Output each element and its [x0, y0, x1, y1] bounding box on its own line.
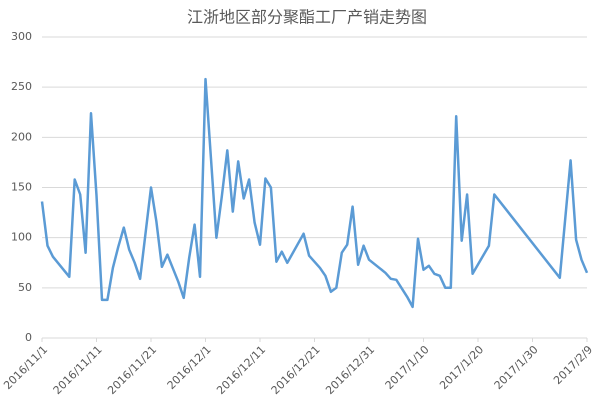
y-tick-label: 250	[11, 80, 32, 93]
y-tick-label: 0	[25, 331, 32, 344]
line	[40, 77, 589, 309]
y-tick-label: 150	[11, 181, 32, 194]
chart-title: 江浙地区部分聚酯工厂产销走势图	[187, 8, 427, 27]
y-tick-label: 300	[11, 30, 32, 43]
y-tick-label: 50	[18, 281, 32, 294]
y-tick-label: 200	[11, 130, 32, 143]
y-tick-label: 100	[11, 231, 32, 244]
